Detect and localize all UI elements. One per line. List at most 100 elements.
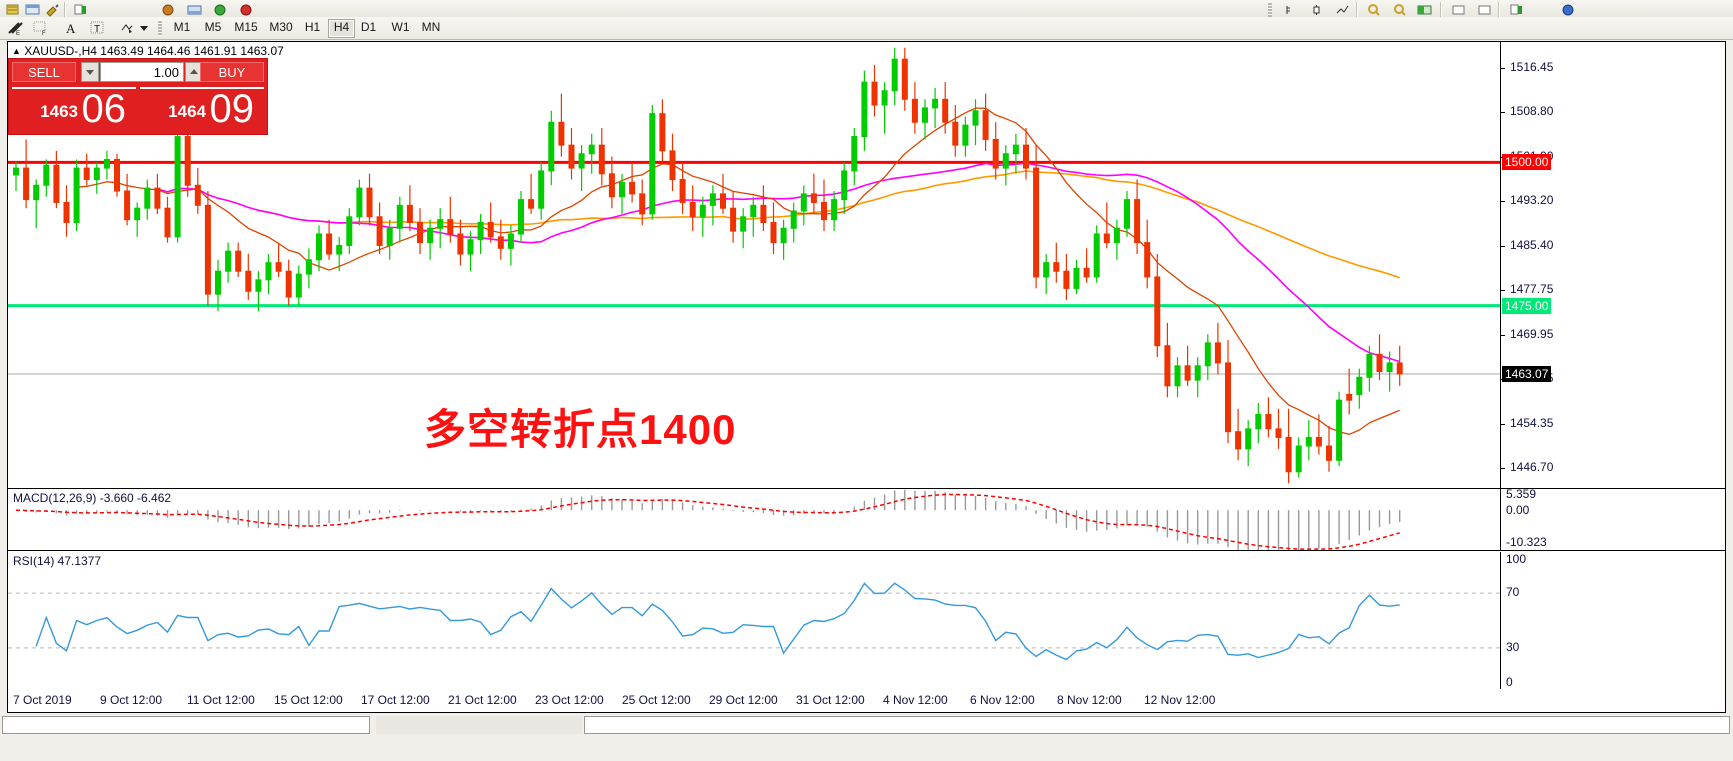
chevron-up-icon <box>190 69 198 74</box>
rsi-tick-label: 70 <box>1506 585 1520 600</box>
timeframe-m30[interactable]: M30 <box>269 20 293 34</box>
timeframe-d1[interactable]: D1 <box>360 20 377 34</box>
octp-controls-row: SELL 1.00 BUY <box>9 59 267 85</box>
candlestick-chart-icon[interactable] <box>1308 2 1325 17</box>
price-tick-label: 1446.70 <box>1510 459 1554 474</box>
chart-annotation-text[interactable]: 多空转折点1400 <box>424 406 737 453</box>
timeframe-m1[interactable]: M1 <box>173 20 191 34</box>
macd-tick-label: 5.359 <box>1506 489 1537 501</box>
volume-input[interactable]: 1.00 <box>100 62 184 82</box>
timeframe-w1[interactable]: W1 <box>391 20 410 34</box>
chart-info-line: ▲ XAUUSD-,H4 1463.49 1464.46 1461.91 146… <box>12 44 284 58</box>
timeframe-mn[interactable]: MN <box>421 20 441 34</box>
expert-advisors-icon[interactable] <box>160 2 177 17</box>
auto-scroll-icon[interactable] <box>1416 2 1433 17</box>
sell-price-display[interactable]: 1463 06 <box>12 87 136 134</box>
rsi-tick-label: 30 <box>1506 639 1520 654</box>
tab-chart-1[interactable] <box>2 716 370 734</box>
time-tick-label: 11 Oct 12:00 <box>187 693 255 707</box>
timeframe-m5[interactable]: M5 <box>204 20 222 34</box>
toolbar-grip[interactable] <box>1268 2 1272 18</box>
price-level-badge[interactable]: 1500.00 <box>1502 154 1552 171</box>
sell-price-prefix: 1463 <box>40 102 78 121</box>
chart-tabs <box>0 714 1733 734</box>
tab-chart-2[interactable] <box>584 716 1730 734</box>
bar-chart-icon[interactable] <box>1282 2 1299 17</box>
time-tick-label: 15 Oct 12:00 <box>274 693 343 707</box>
price-level-badge[interactable]: 1475.00 <box>1502 297 1552 314</box>
text-label-icon[interactable]: A <box>62 20 79 36</box>
current-price-badge: 1463.07 <box>1502 365 1552 382</box>
navigator-icon[interactable] <box>238 2 255 17</box>
price-axis[interactable]: 1516.451508.801501.001493.201485.401477.… <box>1500 42 1725 488</box>
line-chart-icon[interactable] <box>1334 2 1351 17</box>
status-bar <box>0 714 1733 761</box>
toolbar-separator <box>1498 2 1500 17</box>
price-tick <box>1501 423 1505 425</box>
collapse-icon[interactable]: ▲ <box>12 46 21 56</box>
price-tick <box>1501 201 1505 203</box>
buy-price-prefix: 1464 <box>168 102 206 121</box>
symbol-ohlc-text: XAUUSD-,H4 1463.49 1464.46 1461.91 1463.… <box>24 44 284 58</box>
volume-decrease-button[interactable] <box>81 62 99 82</box>
price-canvas <box>8 47 1501 484</box>
new-chart-icon[interactable] <box>72 2 89 17</box>
buy-button[interactable]: BUY <box>200 62 264 82</box>
text-box-icon[interactable]: T <box>88 20 105 35</box>
macd-axis: 5.359 0.00 -10.323 <box>1500 489 1725 550</box>
rsi-tick-label: 0 <box>1506 675 1513 689</box>
time-tick-label: 7 Oct 2019 <box>13 693 72 707</box>
sell-button[interactable]: SELL <box>12 62 76 82</box>
time-tick-label: 21 Oct 12:00 <box>448 693 517 707</box>
market-watch-icon[interactable] <box>212 2 229 17</box>
grid-icon[interactable] <box>1508 2 1525 17</box>
time-tick-label: 8 Nov 12:00 <box>1057 693 1122 707</box>
macd-plot <box>8 489 1501 550</box>
horizontal-scrollbar[interactable] <box>0 736 1733 750</box>
price-tick <box>1501 467 1505 469</box>
terminal-icon[interactable] <box>186 2 203 17</box>
price-pane[interactable]: ▲ XAUUSD-,H4 1463.49 1464.46 1461.91 146… <box>8 42 1725 489</box>
time-axis[interactable]: 7 Oct 2019 9 Oct 12:00 11 Oct 12:00 15 Oct … <box>7 689 1726 713</box>
timeframe-h4[interactable]: H4 <box>328 19 355 38</box>
shapes-dropdown-icon[interactable] <box>138 20 155 35</box>
rsi-axis: 100 70 30 0 <box>1500 552 1725 689</box>
price-tick-label: 1493.20 <box>1510 193 1554 208</box>
new-order-icon[interactable] <box>4 2 21 17</box>
timeframe-m15[interactable]: M15 <box>234 20 258 34</box>
tab-gap <box>376 716 582 734</box>
chart-area[interactable]: ▲ XAUUSD-,H4 1463.49 1464.46 1461.91 146… <box>7 41 1726 689</box>
crosshair-icon[interactable]: E <box>6 20 23 37</box>
zoom-out-icon[interactable] <box>1392 2 1409 17</box>
line-studies-toolbar: E F A T M1 M5 M15 M30 H1 H4 D1 W1 MN <box>0 17 1733 40</box>
time-tick-label: 17 Oct 12:00 <box>361 693 430 707</box>
rsi-label: RSI(14) 47.1377 <box>13 554 102 568</box>
sell-price-pips: 06 <box>81 87 127 131</box>
buy-price-display[interactable]: 1464 09 <box>140 87 264 134</box>
price-tick-label: 1485.40 <box>1510 238 1554 252</box>
macd-pane[interactable]: MACD(12,26,9) -3.660 -6.462 5.359 0.00 -10… <box>8 489 1725 551</box>
time-tick-label: 12 Nov 12:00 <box>1144 693 1216 707</box>
vertical-line-icon[interactable]: F <box>31 20 48 37</box>
one-click-trading-panel[interactable]: SELL 1.00 BUY 1463 06 1464 09 <box>8 58 268 135</box>
time-tick-label: 25 Oct 12:00 <box>622 693 691 707</box>
rsi-pane[interactable]: RSI(14) 47.1377 100 70 30 0 <box>8 552 1725 689</box>
time-tick-label: 23 Oct 12:00 <box>535 693 604 707</box>
properties-icon[interactable] <box>1560 2 1577 17</box>
timeframe-h1[interactable]: H1 <box>304 20 321 34</box>
charts-icon[interactable] <box>24 2 41 17</box>
indicator-list-icon[interactable] <box>1450 2 1467 17</box>
price-tick-label: 1516.45 <box>1510 60 1554 75</box>
toolbar-grip[interactable] <box>158 20 162 36</box>
rsi-tick-label: 100 <box>1506 552 1527 566</box>
zoom-in-icon[interactable] <box>1366 2 1383 17</box>
period-separators-icon[interactable] <box>1476 2 1493 17</box>
macd-tick-label: 0.00 <box>1506 503 1530 517</box>
shapes-icon[interactable] <box>118 20 135 35</box>
toolbar-separator <box>1356 2 1358 17</box>
macd-tick-label: -10.323 <box>1506 535 1547 549</box>
templates-icon[interactable] <box>44 2 61 17</box>
time-tick-label: 4 Nov 12:00 <box>883 693 948 707</box>
rsi-plot <box>8 552 1501 689</box>
